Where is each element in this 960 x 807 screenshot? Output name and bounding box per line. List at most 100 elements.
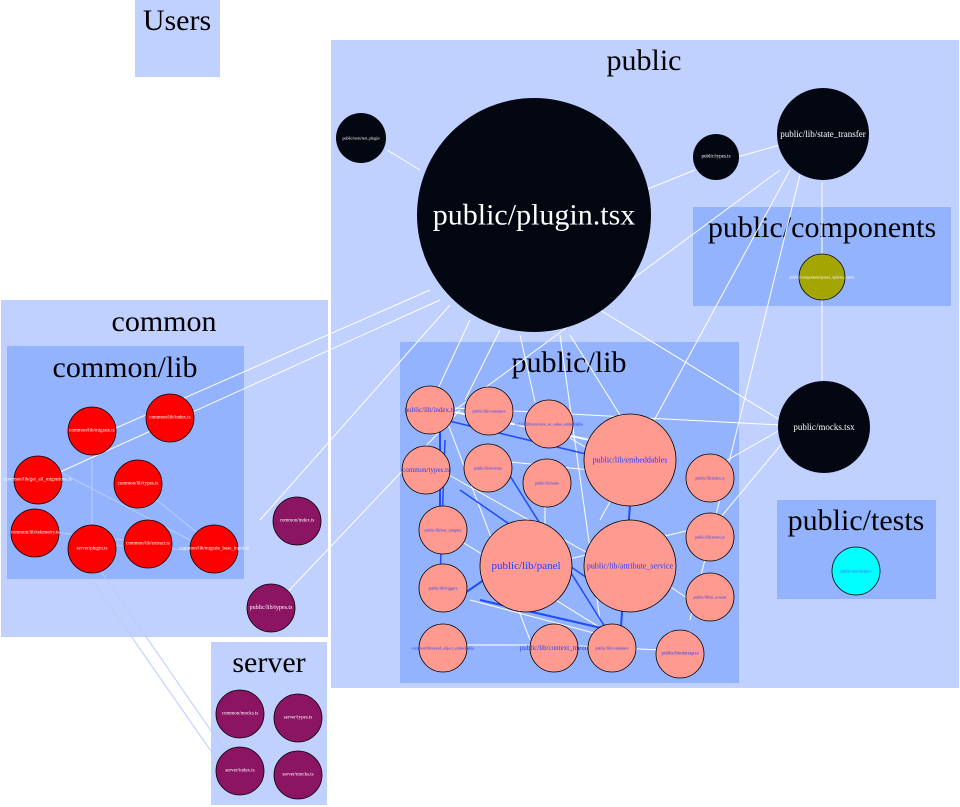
node-label: common/lib/get_all_migrations.ts (4, 478, 72, 483)
node-pl-state[interactable]: public/lib/state (522, 458, 572, 508)
node-pl-lib-index[interactable]: public/lib/index.ts (685, 453, 735, 503)
edge (279, 409, 461, 601)
node-pl-triggers[interactable]: public/lib/triggers (418, 563, 468, 613)
node-label: public/types.ts (701, 155, 730, 160)
node-common-index[interactable]: common/index.ts (272, 496, 322, 546)
cluster-public-title: public (607, 44, 682, 77)
node-pl-actions[interactable]: public/lib/actions (463, 443, 513, 493)
node-label: public/lib/state_transfer (780, 129, 865, 139)
node-label: common/index.ts (280, 519, 315, 524)
cluster-public-tests-title: public/tests (788, 504, 925, 537)
node-label: public/lib/errors.ts (695, 535, 725, 540)
node-server-plugin[interactable]: server/plugin.ts (67, 524, 117, 574)
edge (439, 469, 601, 561)
node-common-telemetry[interactable]: common/lib/telemetry.ts (10, 508, 60, 558)
node-pl-context-menu[interactable]: public/lib/context_menu (520, 623, 589, 673)
node-pl-errors[interactable]: public/lib/errors.ts (685, 512, 735, 562)
node-pl-containers2[interactable]: public/lib/containers (587, 623, 637, 673)
node-label: common/lib/migrate_base_input.ts (179, 547, 249, 552)
edge (464, 329, 501, 401)
node-common-lib-index[interactable]: common/lib/index.ts (145, 393, 195, 443)
edge (386, 149, 421, 171)
node-label: public/lib/types.ts (250, 605, 293, 611)
node-label: public/lib/context_menu (520, 644, 589, 652)
node-label: server/plugin.ts (77, 547, 108, 552)
node-label: common/types.ts (402, 466, 450, 474)
node-label: public/lib/test_samples (425, 528, 462, 533)
node-common-types[interactable]: common/lib/types.ts (113, 459, 163, 509)
node-pl-containers[interactable]: public/lib/containers (464, 386, 514, 436)
node-label: server/mocks.ts (282, 773, 313, 778)
node-label: public/lib/ui_actions (694, 595, 727, 600)
node-label: public/tests/helpers (841, 569, 872, 574)
node-public-panel-options-menu[interactable]: public/components/panel_options_menu (790, 253, 855, 301)
edge (569, 334, 621, 416)
cluster-common-lib-title: common/lib (53, 351, 198, 384)
edge (259, 304, 451, 521)
node-server-types[interactable]: server/types.ts (273, 693, 323, 743)
node-label: server/types.ts (284, 716, 313, 721)
node-pl-panel[interactable]: public/lib/panel (479, 519, 573, 613)
node-label: public/lib/state (535, 481, 559, 486)
cluster-common-title: common (112, 305, 217, 338)
node-pl-test-samples[interactable]: public/lib/test_samples (418, 505, 468, 555)
node-label: public/lib/panel (491, 560, 560, 572)
node-public-plugin[interactable]: public/plugin.tsx (417, 98, 651, 332)
node-label: public/lib/containers (596, 646, 629, 651)
node-label: common/lib/types.ts (118, 482, 159, 487)
node-label: common/lib/extract.ts (126, 542, 170, 547)
edge (736, 144, 781, 158)
node-server-index[interactable]: server/index.ts (215, 746, 265, 796)
node-common-migrate-base-input[interactable]: common/lib/migrate_base_input.ts (179, 524, 249, 574)
node-public-types[interactable]: public/types.ts (693, 134, 739, 180)
node-label: common/lib/migrate.ts (69, 429, 114, 434)
node-public-lib-types[interactable]: public/lib/types.ts (246, 583, 296, 633)
node-pl-embeddables[interactable]: public/lib/embeddables (583, 413, 677, 507)
edge (99, 569, 246, 781)
node-label: public/plugin.tsx (433, 199, 636, 232)
node-common-extract[interactable]: common/lib/extract.ts (123, 519, 173, 569)
node-public-tests-helpers[interactable]: public/tests/helpers (831, 546, 881, 596)
node-label: public/components/panel_options_menu (790, 275, 855, 280)
node-label: public/lib/attribute_service (587, 562, 674, 571)
cluster-users-title: Users (143, 4, 211, 37)
cluster-server-title: server (232, 646, 305, 679)
node-label: common/lib/saved_object_embeddable (412, 646, 475, 651)
node-pl-ui-actions[interactable]: public/lib/ui_actions (685, 572, 735, 622)
node-public-test-plugin[interactable]: public/tests/test_plugin (336, 113, 386, 163)
node-public-mocks[interactable]: public/mocks.tsx (778, 381, 870, 473)
edge (599, 309, 781, 421)
node-label: public/lib/index.ts (696, 476, 725, 481)
node-server-mocks[interactable]: server/mocks.ts (273, 750, 323, 800)
node-pl-saved-object[interactable]: common/lib/saved_object_embeddable (412, 623, 475, 673)
edge (59, 471, 191, 541)
node-label: public/lib/reference_or_value_embeddable (515, 422, 584, 427)
edge (444, 419, 591, 456)
cluster-public-lib-title: public/lib (512, 346, 627, 379)
node-server-common-mocks[interactable]: common/mocks.ts (215, 689, 265, 739)
nodes: public/plugin.tsx public/tests/test_plug… (4, 88, 881, 800)
node-pl-bootstrap[interactable]: public/bootstrap.ts (655, 629, 705, 679)
node-common-migrate[interactable]: common/lib/migrate.ts (67, 406, 117, 456)
edge (519, 334, 536, 403)
node-label: public/lib/triggers (429, 586, 458, 591)
edge (644, 169, 696, 191)
node-label: public/mocks.tsx (793, 422, 855, 432)
node-pl-index[interactable]: public/lib/index.ts (405, 385, 456, 435)
edge (59, 299, 441, 473)
node-pl-common-types[interactable]: common/types.ts (401, 445, 451, 495)
edge (709, 439, 786, 531)
node-label: public/bootstrap.ts (661, 652, 698, 657)
node-label: public/lib/actions (474, 466, 502, 471)
node-pl-attribute-service[interactable]: public/lib/attribute_service (583, 519, 677, 613)
node-label: common/lib/telemetry.ts (11, 531, 60, 536)
node-common-get-all-migrations[interactable]: common/lib/get_all_migrations.ts (4, 455, 72, 505)
node-label: common/lib/index.ts (149, 416, 190, 421)
node-label: server/index.ts (225, 769, 254, 774)
node-label: common/mocks.ts (222, 712, 259, 717)
node-label: public/lib/embeddables (593, 456, 668, 465)
node-pl-reference[interactable]: public/lib/reference_or_value_embeddable (515, 399, 584, 449)
node-public-state-transfer[interactable]: public/lib/state_transfer (777, 88, 869, 180)
node-label: public/tests/test_plugin (342, 136, 379, 141)
